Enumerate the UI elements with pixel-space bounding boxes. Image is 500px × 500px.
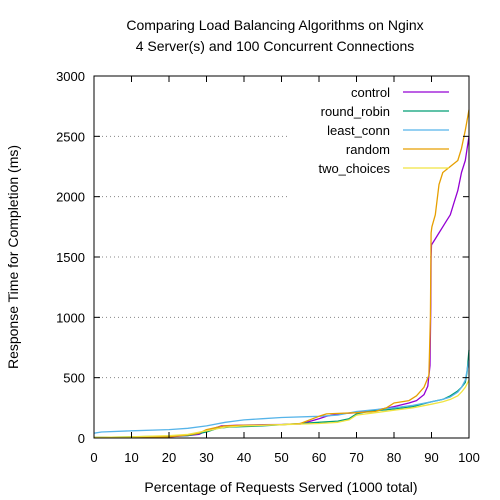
y-tick-label: 0 [78, 431, 85, 446]
legend-label-round-robin: round_robin [321, 104, 390, 119]
series-line-random [93, 109, 470, 439]
legend-label-two-choices: two_choices [318, 161, 390, 176]
y-tick-label: 500 [63, 371, 85, 386]
x-tick-label: 10 [124, 450, 138, 465]
series-line-control [93, 136, 470, 439]
x-tick-label: 40 [237, 450, 251, 465]
x-tick-label: 60 [312, 450, 326, 465]
series-line-two-choices [93, 379, 470, 439]
y-tick-label: 1500 [56, 250, 85, 265]
series-lines [93, 109, 470, 439]
chart-title-line-1: Comparing Load Balancing Algorithms on N… [126, 17, 423, 33]
x-axis-label: Percentage of Requests Served (1000 tota… [144, 479, 417, 495]
x-tick-label: 0 [90, 450, 97, 465]
y-tick-label: 1000 [56, 310, 85, 325]
chart-title: Comparing Load Balancing Algorithms on N… [126, 17, 423, 54]
grid-lines [94, 135, 469, 379]
series-line-least-conn [93, 359, 470, 434]
x-tick-label: 90 [424, 450, 438, 465]
chart-title-line-2: 4 Server(s) and 100 Concurrent Connectio… [136, 38, 415, 54]
axis-ticks: 0 500 1000 1500 2000 2500 3000 0 10 20 30 40 50 60 70 8… [56, 69, 480, 465]
y-axis-label: Response Time for Completion (ms) [5, 145, 21, 369]
y-tick-label: 3000 [56, 69, 85, 84]
x-tick-label: 50 [274, 450, 288, 465]
legend-label-control: control [351, 85, 390, 100]
x-tick-label: 80 [387, 450, 401, 465]
x-tick-label: 100 [458, 450, 480, 465]
y-tick-label: 2500 [56, 129, 85, 144]
y-tick-label: 2000 [56, 190, 85, 205]
legend-label-random: random [346, 142, 390, 157]
x-tick-label: 70 [349, 450, 363, 465]
legend-label-least-conn: least_conn [327, 123, 390, 138]
x-tick-label: 30 [199, 450, 213, 465]
x-tick-label: 20 [162, 450, 176, 465]
